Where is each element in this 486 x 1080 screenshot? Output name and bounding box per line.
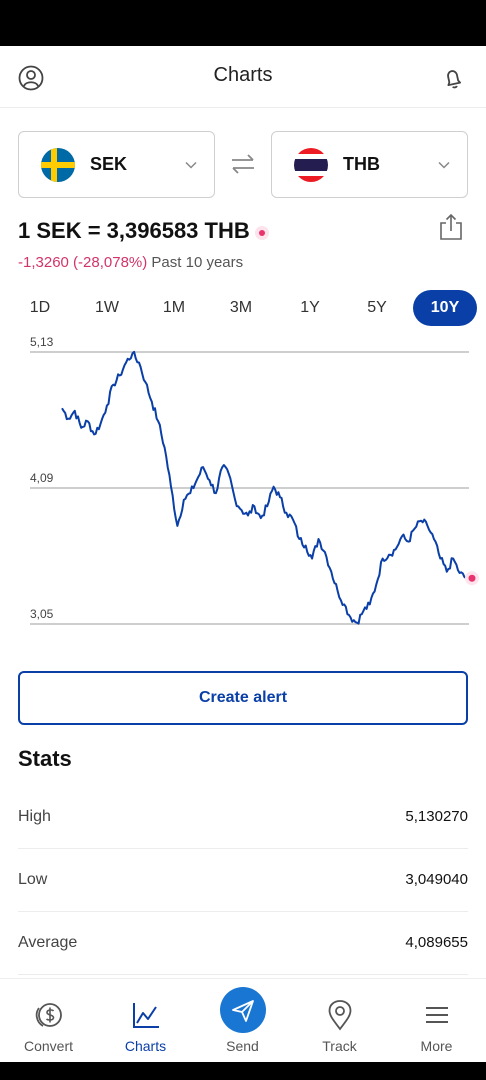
nav-charts[interactable]: Charts — [97, 979, 194, 1062]
swap-arrows-icon[interactable] — [228, 152, 258, 176]
rate-change-value: -1,3260 (-28,078%) — [18, 254, 148, 271]
stat-row-low: Low 3,049040 — [18, 849, 468, 912]
rate-change: -1,3260 (-28,078%) Past 10 years — [18, 254, 243, 271]
page-title: Charts — [213, 64, 273, 86]
send-plane-icon — [232, 1000, 254, 1022]
nav-track[interactable]: Track — [291, 979, 388, 1062]
share-icon[interactable] — [438, 213, 464, 241]
thailand-flag-icon — [294, 148, 328, 182]
stat-value: 5,130270 — [405, 808, 468, 825]
sweden-flag-icon — [41, 148, 75, 182]
tab-10y[interactable]: 10Y — [413, 290, 477, 326]
nav-convert[interactable]: Convert — [0, 979, 97, 1062]
profile-icon[interactable] — [16, 63, 46, 93]
nav-label: More — [420, 1038, 453, 1054]
rate-change-period: Past 10 years — [151, 254, 244, 271]
convert-coins-icon — [35, 1003, 62, 1027]
location-pin-icon — [328, 1000, 352, 1031]
live-indicator — [255, 226, 269, 240]
nav-label: Send — [226, 1038, 259, 1054]
chart-y-tick-label: 5,13 — [30, 336, 54, 349]
tab-1w[interactable]: 1W — [95, 299, 119, 316]
range-tabs: 1D 1W 1M 3M 1Y 5Y 10Y — [0, 290, 486, 326]
stats-title: Stats — [18, 746, 72, 771]
stat-row-average: Average 4,089655 — [18, 912, 468, 975]
app-screen: Charts SEK THB 1 SEK = — [0, 46, 486, 1062]
stat-label: Average — [18, 934, 78, 951]
nav-label: Track — [322, 1038, 357, 1054]
menu-icon — [426, 1007, 448, 1023]
chart-y-tick-label: 3,05 — [30, 607, 54, 621]
chart-series-line — [61, 350, 467, 625]
tab-1d[interactable]: 1D — [29, 299, 51, 316]
bottom-nav: Convert Charts Send Track — [0, 978, 486, 1062]
nav-label: Charts — [124, 1038, 167, 1054]
exchange-rate: 1 SEK = 3,396583 THB — [18, 218, 250, 243]
stat-value: 3,049040 — [405, 871, 468, 888]
chart-y-tick-label: 4,09 — [30, 471, 54, 485]
chevron-down-icon — [438, 161, 450, 169]
current-point-marker — [468, 574, 476, 582]
tab-1y[interactable]: 1Y — [300, 299, 320, 316]
tab-1m[interactable]: 1M — [162, 299, 186, 316]
to-currency-select[interactable]: THB — [271, 131, 468, 198]
stat-row-high: High 5,130270 — [18, 786, 468, 849]
tab-3m[interactable]: 3M — [229, 299, 253, 316]
chart-line-icon — [133, 1003, 159, 1028]
rate-chart[interactable]: 5,13 4,09 3,05 — [0, 336, 486, 636]
stat-label: Low — [18, 871, 48, 888]
stat-label: High — [18, 808, 51, 825]
chevron-down-icon — [185, 161, 197, 169]
tab-5y[interactable]: 5Y — [367, 299, 387, 316]
bell-icon[interactable] — [438, 63, 468, 93]
from-currency-code: SEK — [90, 154, 128, 174]
nav-more[interactable]: More — [388, 979, 485, 1062]
create-alert-button[interactable]: Create alert — [18, 671, 468, 725]
stat-value: 4,089655 — [405, 934, 468, 951]
nav-label: Convert — [23, 1038, 74, 1054]
nav-send[interactable]: Send — [194, 979, 291, 1062]
top-bar: Charts — [0, 46, 486, 108]
from-currency-select[interactable]: SEK — [18, 131, 215, 198]
to-currency-code: THB — [343, 154, 380, 174]
